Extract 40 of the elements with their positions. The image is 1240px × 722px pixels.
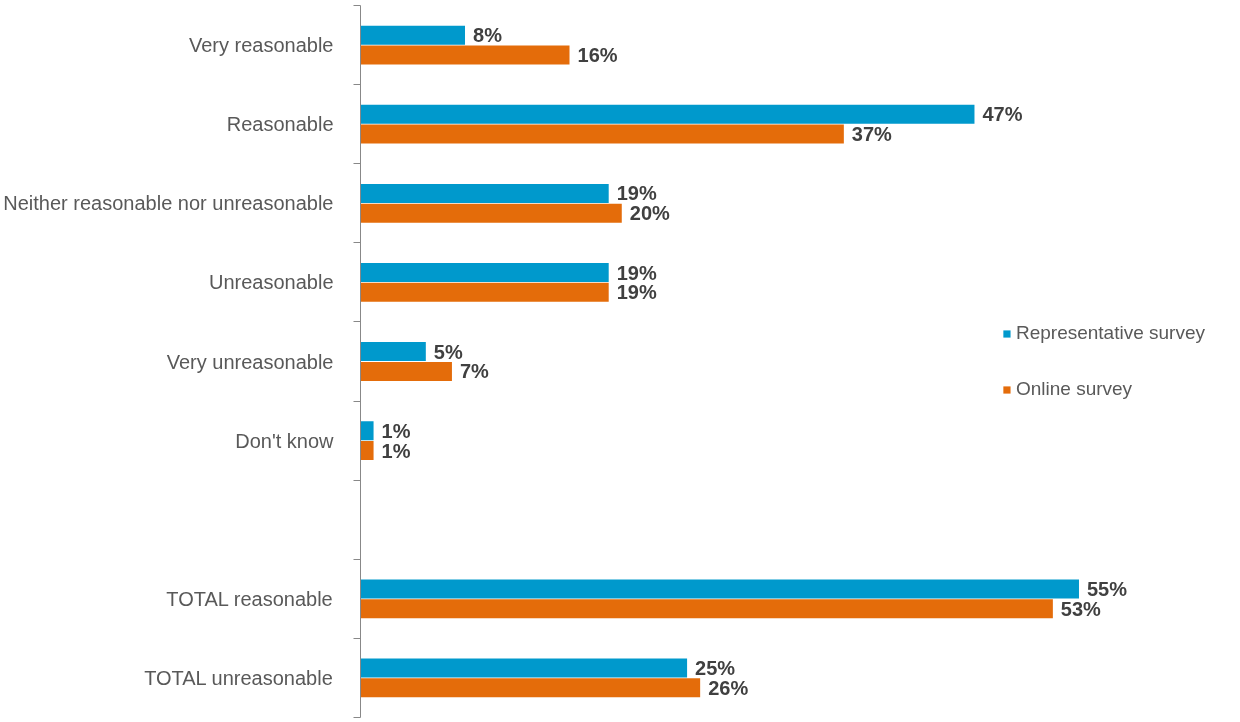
- data-label: 55%: [1086, 577, 1128, 600]
- legend-label: Representative survey: [1015, 322, 1205, 344]
- y-tick-label: TOTAL reasonable: [166, 587, 333, 610]
- legend-label: Online survey: [1015, 378, 1133, 400]
- data-label: 7%: [459, 360, 490, 383]
- bar: [360, 25, 466, 45]
- data-label: 19%: [616, 182, 657, 205]
- bar: [360, 45, 570, 65]
- y-tick-label: Neither reasonable nor unreasonable: [3, 192, 334, 215]
- data-label: 20%: [629, 202, 671, 225]
- bar: [360, 183, 609, 203]
- data-label: 1%: [381, 419, 411, 442]
- y-tick-label: TOTAL unreasonable: [144, 666, 333, 689]
- bar: [360, 421, 374, 441]
- bar: [360, 678, 701, 698]
- y-tick-label: Don't know: [235, 429, 335, 452]
- data-label: 16%: [577, 43, 618, 66]
- bar: [360, 579, 1079, 599]
- bar: [360, 658, 688, 678]
- data-label: 8%: [473, 24, 503, 47]
- data-label: 47%: [982, 103, 1023, 126]
- bar: [360, 441, 374, 460]
- data-label: 19%: [616, 261, 657, 284]
- y-tick-label: Very reasonable: [188, 34, 334, 57]
- data-label: 5%: [433, 340, 463, 363]
- bar: [360, 599, 1053, 619]
- data-label: 1%: [381, 439, 411, 462]
- bar: [360, 342, 426, 362]
- bar: [360, 361, 452, 381]
- data-label: 53%: [1060, 597, 1102, 620]
- bar: [360, 104, 975, 124]
- bar: [360, 124, 844, 144]
- bar: [360, 282, 609, 302]
- bar: [360, 203, 622, 223]
- y-tick-label: Unreasonable: [208, 271, 334, 294]
- y-tick-label: Very unreasonable: [166, 350, 334, 373]
- bar: [360, 263, 609, 282]
- data-label: 37%: [851, 123, 893, 146]
- y-tick-label: Reasonable: [226, 113, 334, 136]
- data-label: 19%: [616, 281, 657, 304]
